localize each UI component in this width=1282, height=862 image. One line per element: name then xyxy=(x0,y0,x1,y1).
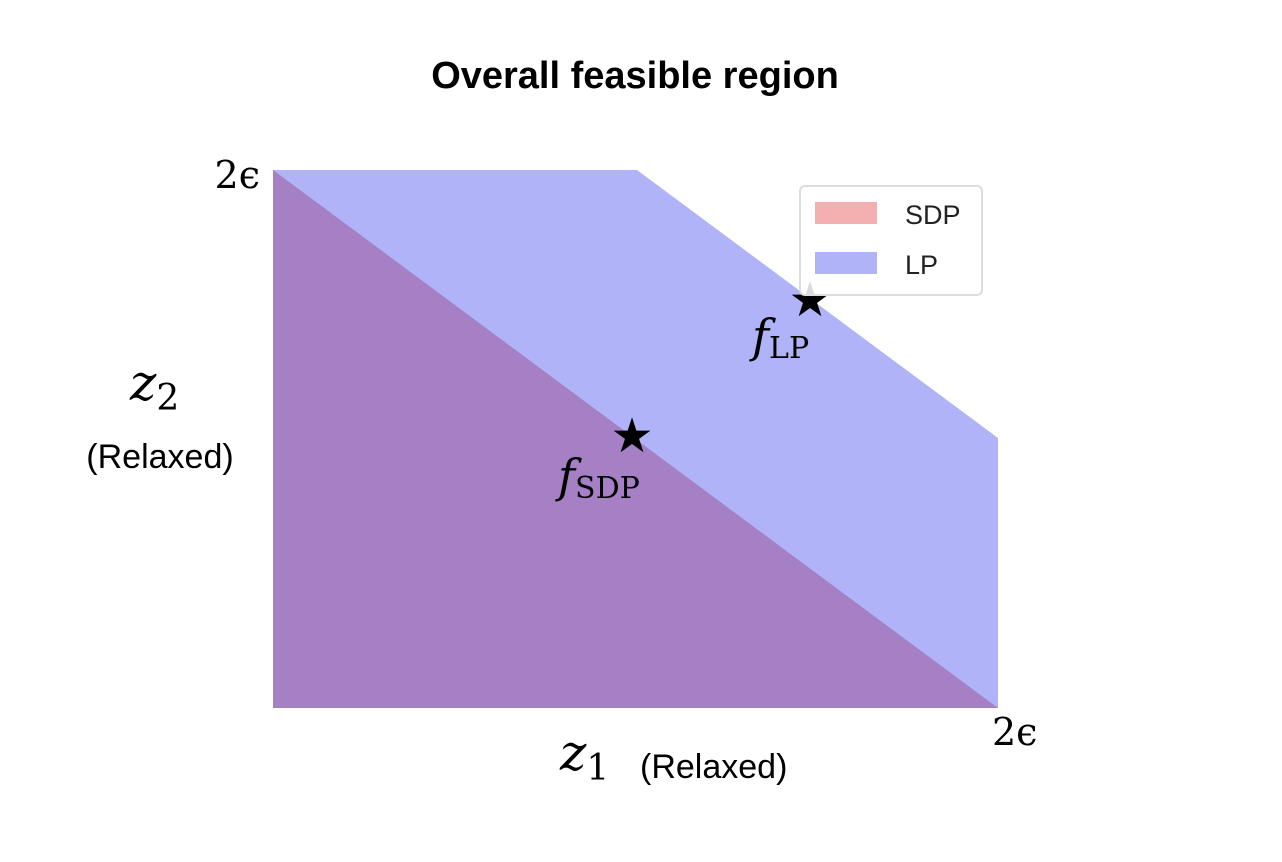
y-axis-symbol: z xyxy=(129,354,157,412)
legend-label: LP xyxy=(905,250,938,280)
y-axis-symbol: z2 xyxy=(129,354,179,419)
point-label: fSDP xyxy=(555,449,640,506)
x-axis-note: (Relaxed) xyxy=(640,748,787,786)
legend-swatch xyxy=(815,202,877,224)
x-axis-symbol: z1 xyxy=(559,724,609,789)
legend-swatch xyxy=(815,252,877,274)
star: ★ xyxy=(610,408,653,464)
y-axis-subscript: 2 xyxy=(156,378,179,419)
title: Overall feasible region xyxy=(431,55,839,97)
x-axis-subscript: 1 xyxy=(586,748,609,789)
x-axis-symbol: z xyxy=(559,724,587,782)
point-subscript: LP xyxy=(769,331,809,366)
legend-label: SDP xyxy=(905,200,961,230)
y-axis-note: (Relaxed) xyxy=(86,438,233,476)
point-subscript: SDP xyxy=(575,471,640,506)
sdp-region xyxy=(273,170,998,708)
y-tick-label: 2ϵ xyxy=(215,153,260,197)
point-label: fLP xyxy=(749,309,809,366)
x-tick-label: 2ϵ xyxy=(992,710,1037,754)
